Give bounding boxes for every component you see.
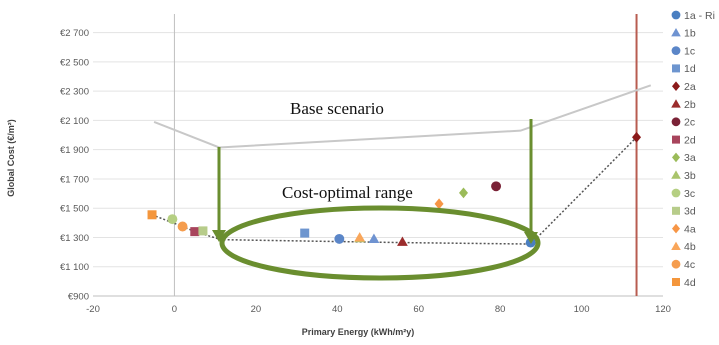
legend-item-label: 4c bbox=[684, 259, 695, 271]
data-point bbox=[147, 210, 157, 220]
legend-item-label: 3b bbox=[684, 170, 696, 182]
x-tick-label: 120 bbox=[655, 304, 671, 315]
data-point bbox=[434, 198, 444, 210]
y-tick-label: €1 100 bbox=[60, 262, 89, 273]
data-point bbox=[671, 28, 681, 37]
cost-optimal-ellipse bbox=[219, 205, 541, 281]
data-point bbox=[672, 223, 680, 234]
grid-layer bbox=[93, 32, 663, 297]
legend-item-label: 1d bbox=[684, 63, 696, 75]
legend: 1a - Ri 1b 1c 1d 2a 2b 2c 2d 3a 3b 3c 3d 4a 4b 4c 4d bbox=[671, 10, 715, 289]
data-point bbox=[671, 117, 681, 127]
axis-layer: €900 €1 100 €1 300 €1 500 €1 700 €1 900 €2 100… bbox=[60, 14, 671, 315]
legend-item-label: 4a bbox=[684, 223, 696, 235]
legend-item-label: 2c bbox=[684, 117, 695, 129]
legend-item-label: 2a bbox=[684, 81, 696, 93]
y-tick-label: €2 500 bbox=[60, 57, 89, 68]
data-point bbox=[671, 259, 681, 269]
legend-item-label: 2b bbox=[684, 99, 696, 111]
y-tick-label: €900 bbox=[68, 292, 89, 303]
arrow-left-head bbox=[212, 230, 226, 242]
data-point bbox=[632, 131, 642, 143]
data-point bbox=[334, 233, 345, 244]
y-tick-label: €1 900 bbox=[60, 145, 89, 156]
y-tick-label: €1 700 bbox=[60, 174, 89, 185]
data-point bbox=[354, 232, 366, 242]
x-tick-label: 100 bbox=[574, 304, 590, 315]
x-tick-label: -20 bbox=[86, 304, 100, 315]
x-axis-title: Primary Energy (kWh/m²y) bbox=[302, 327, 415, 337]
data-point bbox=[672, 64, 680, 73]
data-point bbox=[198, 226, 208, 236]
data-point bbox=[397, 236, 408, 246]
data-point bbox=[671, 170, 681, 179]
legend-item-label: 4b bbox=[684, 241, 696, 253]
y-tick-label: €2 700 bbox=[60, 28, 89, 39]
legend-item-label: 1c bbox=[684, 45, 695, 57]
x-tick-label: 0 bbox=[172, 304, 177, 315]
x-tick-label: 60 bbox=[413, 304, 424, 315]
legend-item-label: 3a bbox=[684, 152, 696, 164]
base-scenario-outline bbox=[153, 84, 652, 149]
data-point bbox=[177, 221, 188, 232]
legend-item-label: 1a - Ri bbox=[684, 10, 715, 22]
data-point bbox=[671, 99, 681, 108]
base-scenario-label: Base scenario bbox=[290, 99, 384, 118]
data-point bbox=[672, 81, 680, 91]
data-point bbox=[167, 214, 178, 225]
annotation-layer: Base scenario Cost-optimal range bbox=[212, 99, 541, 281]
legend-item-label: 3d bbox=[684, 206, 696, 218]
y-tick-label: €2 300 bbox=[60, 87, 89, 98]
data-point bbox=[671, 241, 681, 250]
data-point bbox=[459, 187, 468, 199]
data-point bbox=[672, 278, 680, 286]
data-point bbox=[300, 228, 310, 238]
data-point bbox=[671, 188, 681, 198]
data-point bbox=[672, 135, 680, 144]
cost-optimal-range-label: Cost-optimal range bbox=[282, 183, 413, 202]
data-point bbox=[190, 227, 200, 237]
data-point bbox=[671, 10, 681, 20]
legend-item-label: 2d bbox=[684, 134, 696, 146]
legend-item-label: 1b bbox=[684, 28, 696, 40]
y-tick-label: €1 500 bbox=[60, 204, 89, 215]
legend-item-label: 3c bbox=[684, 188, 695, 200]
data-point bbox=[671, 46, 681, 55]
data-point bbox=[368, 233, 380, 243]
x-tick-label: 40 bbox=[332, 304, 343, 315]
y-tick-label: €1 300 bbox=[60, 233, 89, 244]
y-tick-label: €2 100 bbox=[60, 116, 89, 127]
point-layer bbox=[147, 131, 642, 248]
x-tick-label: 80 bbox=[495, 304, 506, 315]
x-tick-label: 20 bbox=[251, 304, 262, 315]
y-axis-title: Global Cost (€/m²) bbox=[6, 119, 16, 197]
data-point bbox=[672, 206, 680, 215]
data-point bbox=[672, 152, 680, 163]
legend-item-label: 4d bbox=[684, 277, 696, 289]
data-point bbox=[491, 181, 502, 192]
arrow-right-head bbox=[524, 232, 538, 244]
